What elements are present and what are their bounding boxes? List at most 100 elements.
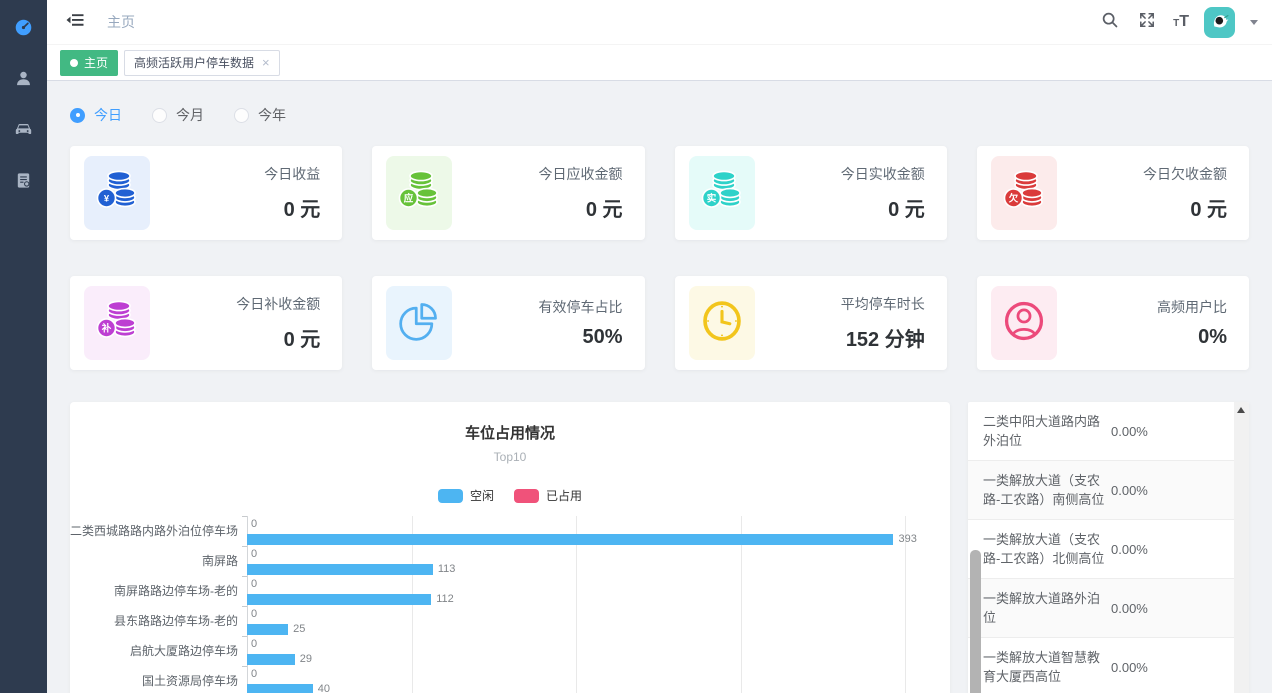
legend-swatch — [437, 488, 463, 503]
bottom-row: 车位占用情况 Top10 空闲 已占用 二类西城路路内路外泊位停车场 0 393 南屏路… — [70, 402, 1249, 693]
fullscreen-button[interactable] — [1136, 11, 1158, 33]
sidebar-item-vehicles[interactable] — [0, 106, 47, 157]
bar-value-label: 40 — [317, 683, 331, 693]
caret-down-icon[interactable] — [1250, 19, 1258, 25]
chart-category-row: 二类西城路路内路外泊位停车场 0 393 — [70, 516, 950, 546]
stat-card-icon-tile — [990, 286, 1057, 360]
bar-空闲 — [247, 683, 313, 693]
stat-card: 有效停车占比 50% — [372, 276, 645, 370]
bar-value-label: 0 — [251, 578, 258, 590]
sidebar-item-users[interactable] — [0, 55, 47, 106]
chart-category-row: 县东路路边停车场-老的 0 25 — [70, 606, 950, 636]
tab-close-icon[interactable]: × — [262, 55, 270, 70]
report-icon — [14, 171, 33, 195]
grid-line — [905, 516, 906, 693]
stat-card: 应 今日应收金额 0 元 — [372, 146, 645, 240]
chart-category-row: 国土资源局停车场 0 40 — [70, 666, 950, 693]
period-filter: 今日 今月 今年 — [70, 105, 1249, 125]
coins-makeup-icon: 补 — [94, 299, 140, 348]
scrollbar-track[interactable] — [1234, 402, 1249, 693]
occupancy-row-name: 一类解放大道（支农路-工农路）南侧高位 — [983, 473, 1105, 507]
clock-icon — [699, 299, 745, 348]
legend-item[interactable]: 已占用 — [514, 487, 582, 504]
radio-circle-icon — [70, 107, 85, 123]
stat-card-value: 0 元 — [585, 199, 623, 221]
tabbar: 主页 高频活跃用户停车数据 × — [47, 45, 1272, 81]
bar-value-label: 0 — [251, 638, 258, 650]
topbar-actions: TT — [1099, 6, 1258, 38]
category-label: 启航大厦路边停车场 — [129, 644, 238, 658]
bar-value-label: 112 — [436, 593, 454, 605]
chart-subtitle: Top10 — [493, 450, 527, 464]
avatar[interactable] — [1204, 6, 1235, 38]
coins-received-icon: 实 — [699, 169, 745, 218]
stat-card-icon-tile — [386, 286, 453, 360]
stat-card-value: 50% — [582, 326, 623, 348]
avatar-figure-icon — [1207, 7, 1233, 38]
radio-label: 今年 — [258, 107, 286, 123]
bar-chart-plot: 二类西城路路内路外泊位停车场 0 393 南屏路 0 113 南屏路路边停车场-老的 0 112… — [70, 516, 950, 693]
bar-value-label: 0 — [251, 518, 258, 530]
bar-value-label: 25 — [293, 623, 306, 635]
axis-tick — [242, 666, 247, 667]
tab-label: 高频活跃用户停车数据 — [134, 56, 255, 70]
stat-card-label: 今日欠收金额 — [1143, 166, 1227, 182]
search-button[interactable] — [1099, 11, 1121, 33]
svg-text:应: 应 — [404, 192, 414, 204]
bar-value-label: 0 — [251, 668, 258, 680]
stat-card-meta: 今日收益 0 元 — [150, 164, 320, 222]
font-size-button[interactable]: TT — [1173, 13, 1189, 30]
period-radio[interactable]: 今月 — [152, 105, 204, 125]
period-radio[interactable]: 今日 — [70, 105, 122, 125]
stat-card-meta: 今日实收金额 0 元 — [755, 164, 925, 222]
occupancy-row-value: 0.00% — [1111, 423, 1148, 439]
legend-swatch — [514, 488, 539, 503]
coins-receivable-icon: 应 — [396, 169, 442, 218]
stat-card-value: 0% — [1198, 326, 1227, 348]
stat-card-label: 今日应收金额 — [538, 166, 623, 182]
stat-card-icon-tile: ¥ — [84, 156, 150, 230]
occupancy-row-value: 0.00% — [1111, 482, 1148, 498]
scroll-up-arrow-icon[interactable] — [1237, 407, 1245, 413]
occupancy-row: 一类解放大道（支农路-工农路）南侧高位 0.00% — [968, 461, 1234, 520]
collapse-sidebar-button[interactable] — [57, 4, 93, 40]
svg-text:补: 补 — [101, 322, 112, 334]
sidebar-item-dashboard[interactable] — [0, 4, 47, 55]
dashboard-icon — [14, 18, 33, 42]
bar-value-label: 0 — [251, 608, 258, 620]
stat-card-label: 今日补收金额 — [236, 296, 321, 312]
bar-空闲 — [247, 533, 894, 545]
svg-text:实: 实 — [706, 192, 716, 204]
stat-card-icon-tile: 应 — [386, 156, 453, 230]
chart-card: 车位占用情况 Top10 空闲 已占用 二类西城路路内路外泊位停车场 0 393 南屏路… — [70, 402, 950, 693]
chart-legend: 空闲 已占用 — [70, 487, 950, 504]
pie-icon — [396, 299, 442, 348]
chart-category-row: 启航大厦路边停车场 0 29 — [70, 636, 950, 666]
svg-text:欠: 欠 — [1008, 192, 1018, 204]
chart-category-row: 南屏路 0 113 — [70, 546, 950, 576]
bar-空闲 — [247, 653, 295, 665]
tab-home[interactable]: 主页 — [60, 49, 119, 76]
stat-card-meta: 今日欠收金额 0 元 — [1057, 164, 1227, 222]
bar-空闲 — [247, 563, 433, 575]
scrollbar-thumb[interactable] — [970, 550, 981, 693]
tab-page[interactable]: 高频活跃用户停车数据 × — [124, 49, 280, 76]
stat-card-label: 今日实收金额 — [840, 166, 925, 182]
legend-item[interactable]: 空闲 — [437, 487, 494, 504]
stat-card-meta: 有效停车占比 50% — [452, 297, 623, 349]
sidebar-item-reports[interactable] — [0, 157, 47, 208]
stat-card: 平均停车时长 152 分钟 — [674, 276, 947, 370]
period-radio[interactable]: 今年 — [234, 105, 286, 125]
fullscreen-icon — [1138, 11, 1156, 34]
category-label: 南屏路路边停车场-老的 — [114, 584, 238, 598]
car-icon — [14, 120, 33, 144]
coins-owed-icon: 欠 — [1001, 169, 1047, 218]
stat-cards-row-2: 补 今日补收金额 0 元 有效停车占比 50% 平均停车时长 152 分钟 高频… — [70, 276, 1249, 370]
radio-circle-icon — [234, 107, 249, 123]
stat-card-meta: 今日应收金额 0 元 — [452, 164, 623, 222]
axis-tick — [242, 576, 247, 577]
stat-card-icon-tile: 补 — [84, 286, 150, 360]
occupancy-row: 一类解放大道智慧教育大厦西高位 0.00% — [968, 638, 1234, 693]
stat-card: 补 今日补收金额 0 元 — [70, 276, 343, 370]
